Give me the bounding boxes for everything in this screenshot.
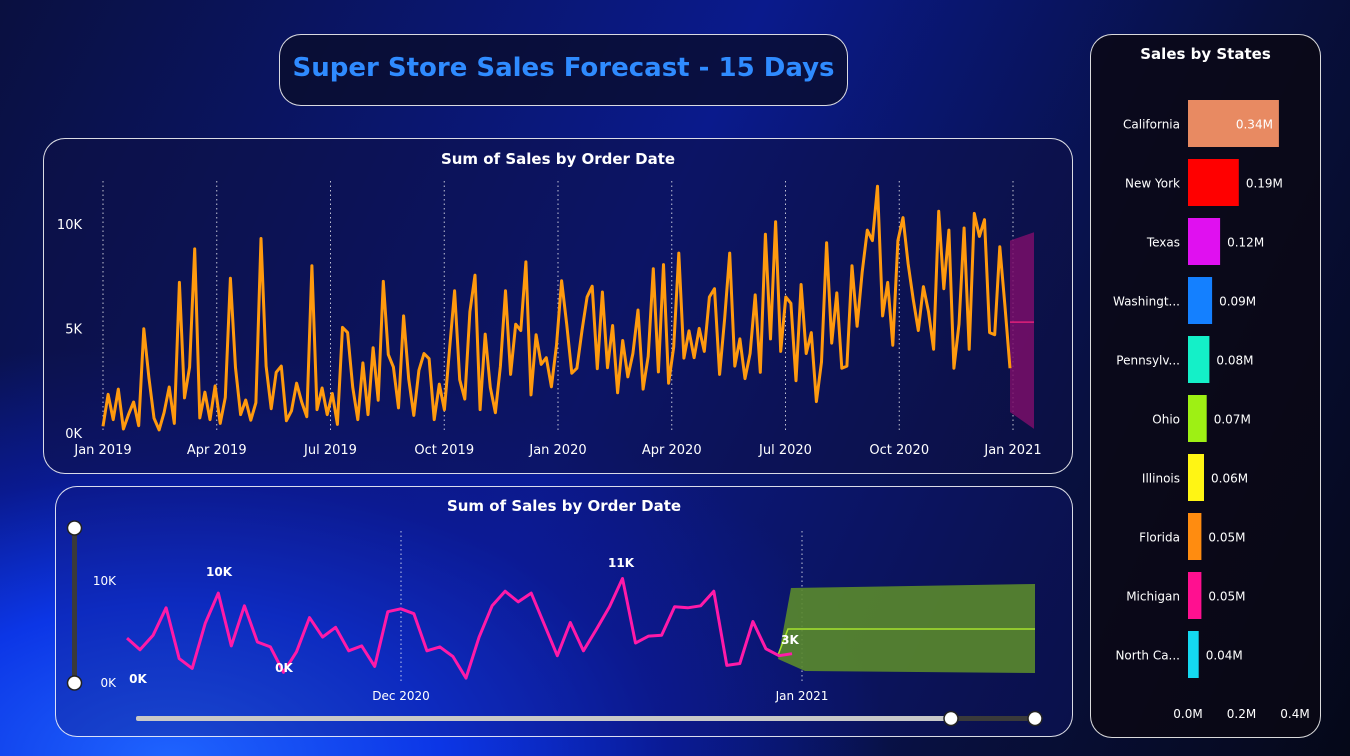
bottom-chart-panel: Sum of Sales by Order Date Dec 2020 Jan 2… [55,486,1073,737]
main-sales-line[interactable] [101,184,1012,432]
main-y-tick: 10K [57,218,83,233]
states-chart[interactable]: California 0.34M New York 0.19M Texas 0.12M Wa… [1091,35,1319,736]
state-bar[interactable] [1188,277,1213,324]
bottom-y-tick: 0K [100,676,117,690]
bottom-chart[interactable]: Dec 2020 Jan 2021 0K 10K 0K 10K 0K 11K 3K [56,487,1071,735]
state-value-label: 0.07M [1214,413,1251,427]
main-x-tick: Jul 2020 [758,443,812,458]
states-x-tick: 0.4M [1280,707,1309,721]
states-panel: Sales by States California 0.34M New York 0… [1090,34,1321,738]
state-bar[interactable] [1188,159,1239,206]
state-value-label: 0.06M [1211,472,1248,486]
state-value-label: 0.19M [1246,177,1283,191]
state-bar[interactable] [1188,513,1202,560]
bottom-data-label: 3K [781,633,799,647]
state-bar[interactable] [1188,395,1207,442]
bottom-data-label: 10K [206,565,233,579]
state-label: Michigan [1126,590,1180,604]
title-box: Super Store Sales Forecast - 15 Days [279,34,848,106]
main-chart-title: Sum of Sales by Order Date [440,150,676,168]
main-x-tick: Oct 2019 [414,443,474,458]
main-forecast-band [1010,232,1034,429]
page-title: Super Store Sales Forecast - 15 Days [292,53,835,83]
main-chart-panel: Sum of Sales by Order Date Jan 2019 Apr 2… [43,138,1073,474]
main-x-tick: Jan 2021 [983,443,1041,458]
state-bar[interactable] [1188,336,1210,383]
state-bar[interactable] [1188,218,1221,265]
main-y-tick: 5K [65,322,82,337]
main-x-tick: Jan 2019 [73,443,131,458]
state-value-label: 0.04M [1206,649,1243,663]
bottom-y-tick: 10K [93,574,117,588]
state-bar[interactable] [1188,454,1204,501]
bottom-data-label: 0K [129,672,147,686]
state-bar[interactable] [1188,631,1199,678]
state-bar[interactable] [1188,572,1202,619]
bottom-x-tick: Jan 2021 [775,689,829,703]
states-x-tick: 0.2M [1227,707,1256,721]
state-label: Florida [1139,531,1180,545]
main-y-tick: 0K [65,427,82,442]
state-value-label: 0.05M [1208,531,1245,545]
main-x-tick: Oct 2020 [869,443,929,458]
state-value-label: 0.34M [1236,118,1273,132]
state-label: Illinois [1142,472,1180,486]
bottom-data-label: 11K [608,556,635,570]
state-value-label: 0.12M [1227,236,1264,250]
main-x-tick: Apr 2020 [642,443,702,458]
state-label: Texas [1146,236,1180,250]
state-label: Pennsylv... [1116,354,1180,368]
bottom-x-tick: Dec 2020 [372,689,430,703]
state-bar[interactable] [1188,100,1279,147]
bottom-sales-line[interactable] [125,577,793,680]
states-chart-title: Sales by States [1140,45,1271,63]
state-value-label: 0.08M [1216,354,1253,368]
bottom-forecast-line [777,628,1035,656]
state-label: North Ca... [1115,649,1180,663]
main-chart[interactable]: Jan 2019 Apr 2019 Jul 2019 Oct 2019 Jan 2020… [44,139,1071,472]
state-label: California [1123,118,1180,132]
bottom-data-label: 0K [275,661,293,675]
state-value-label: 0.09M [1219,295,1256,309]
main-x-tick: Jan 2020 [528,443,586,458]
state-value-label: 0.05M [1208,590,1245,604]
states-x-tick: 0.0M [1173,707,1202,721]
state-label: Ohio [1152,413,1180,427]
state-label: Washingt... [1113,295,1180,309]
bottom-chart-title: Sum of Sales by Order Date [446,497,682,515]
main-x-tick: Apr 2019 [187,443,247,458]
main-x-tick: Jul 2019 [303,443,357,458]
state-label: New York [1125,177,1180,191]
